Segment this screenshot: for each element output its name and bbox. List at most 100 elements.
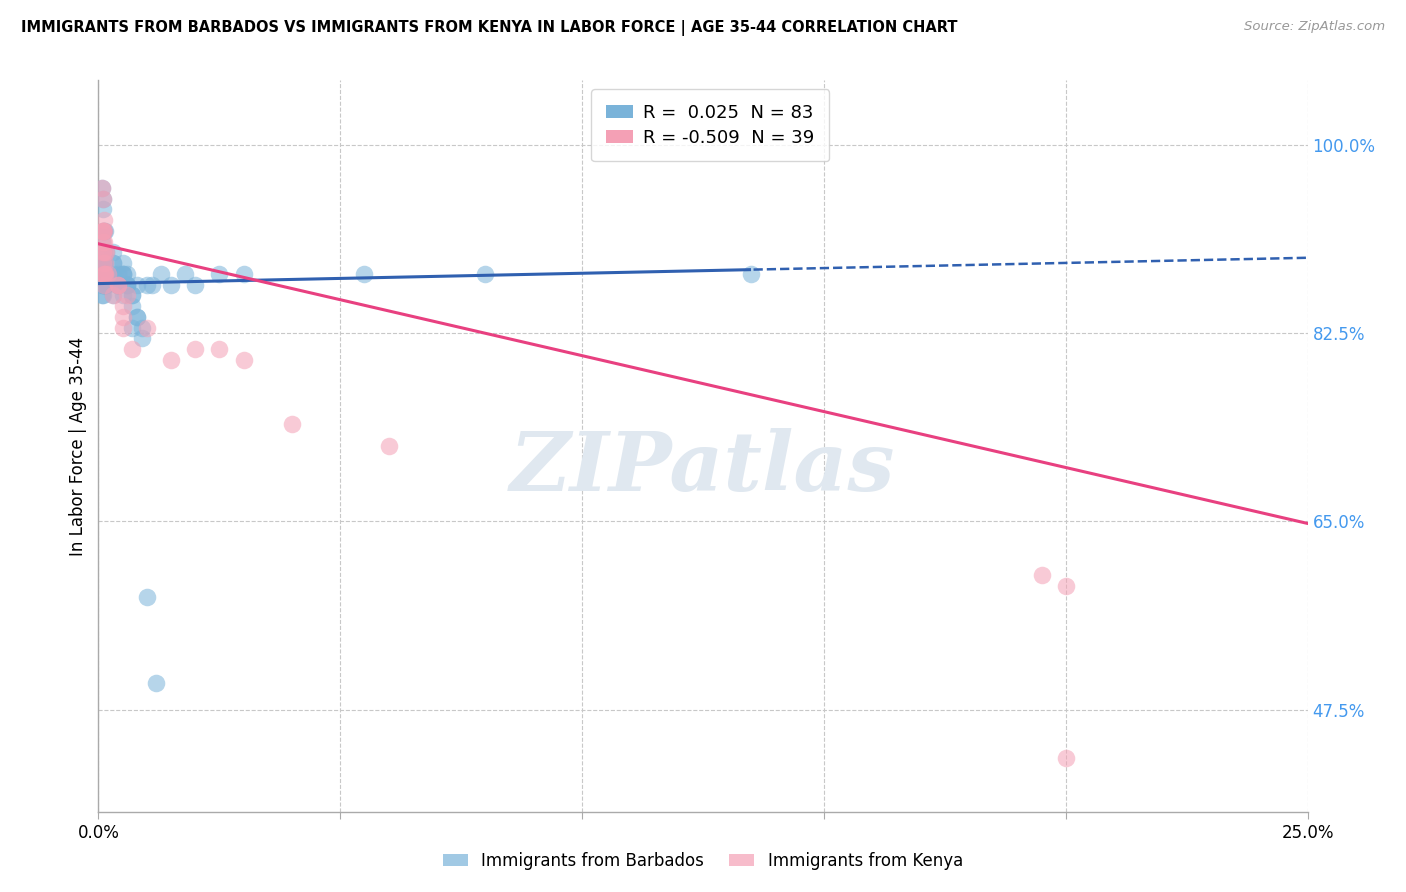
Point xyxy=(93,224,115,238)
Point xyxy=(131,320,153,334)
Point xyxy=(101,288,124,302)
Text: Source: ZipAtlas.com: Source: ZipAtlas.com xyxy=(1244,20,1385,33)
Point xyxy=(94,267,117,281)
Point xyxy=(93,277,115,292)
Point xyxy=(93,277,115,292)
Point xyxy=(145,675,167,690)
Point xyxy=(91,277,114,292)
Point xyxy=(1054,751,1077,765)
Point xyxy=(94,256,117,270)
Point xyxy=(107,277,129,292)
Point xyxy=(91,245,114,260)
Point xyxy=(150,267,173,281)
Point xyxy=(135,590,157,604)
Point xyxy=(93,267,115,281)
Point xyxy=(91,277,114,292)
Point xyxy=(97,267,120,281)
Point xyxy=(93,267,115,281)
Point xyxy=(141,277,163,292)
Point xyxy=(93,213,115,227)
Point xyxy=(93,277,115,292)
Point xyxy=(91,192,114,206)
Point xyxy=(281,417,304,432)
Point xyxy=(107,277,129,292)
Point xyxy=(127,310,149,324)
Point xyxy=(91,288,114,302)
Legend: R =  0.025  N = 83, R = -0.509  N = 39: R = 0.025 N = 83, R = -0.509 N = 39 xyxy=(591,89,830,161)
Point xyxy=(208,342,231,356)
Point xyxy=(93,224,115,238)
Point xyxy=(111,267,134,281)
Point xyxy=(101,267,124,281)
Point xyxy=(353,267,375,281)
Point xyxy=(117,288,139,302)
Point xyxy=(91,224,114,238)
Point xyxy=(93,267,115,281)
Point xyxy=(91,256,114,270)
Point xyxy=(91,202,114,217)
Point xyxy=(135,277,157,292)
Point xyxy=(91,235,114,249)
Point xyxy=(117,277,139,292)
Point xyxy=(91,288,114,302)
Point xyxy=(107,277,129,292)
Point xyxy=(184,277,207,292)
Point xyxy=(93,267,115,281)
Point xyxy=(111,320,134,334)
Point xyxy=(91,181,114,195)
Point xyxy=(94,267,117,281)
Point xyxy=(91,256,114,270)
Point xyxy=(91,224,114,238)
Point xyxy=(91,267,114,281)
Point xyxy=(93,267,115,281)
Point xyxy=(93,256,115,270)
Point xyxy=(94,245,117,260)
Point xyxy=(107,277,129,292)
Point xyxy=(101,256,124,270)
Point xyxy=(232,353,254,368)
Text: IMMIGRANTS FROM BARBADOS VS IMMIGRANTS FROM KENYA IN LABOR FORCE | AGE 35-44 COR: IMMIGRANTS FROM BARBADOS VS IMMIGRANTS F… xyxy=(21,20,957,36)
Point xyxy=(94,245,117,260)
Point xyxy=(91,181,114,195)
Point xyxy=(91,245,114,260)
Point xyxy=(121,320,143,334)
Point xyxy=(474,267,496,281)
Point xyxy=(91,235,114,249)
Point xyxy=(107,277,129,292)
Point xyxy=(208,267,231,281)
Legend: Immigrants from Barbados, Immigrants from Kenya: Immigrants from Barbados, Immigrants fro… xyxy=(436,846,970,877)
Point xyxy=(93,267,115,281)
Point xyxy=(94,267,117,281)
Point xyxy=(91,256,114,270)
Point xyxy=(127,310,149,324)
Point xyxy=(91,224,114,238)
Point xyxy=(107,277,129,292)
Point xyxy=(93,224,115,238)
Point xyxy=(131,331,153,345)
Point xyxy=(94,267,117,281)
Point xyxy=(160,353,183,368)
Point xyxy=(111,310,134,324)
Point xyxy=(93,235,115,249)
Point xyxy=(93,267,115,281)
Text: ZIPatlas: ZIPatlas xyxy=(510,428,896,508)
Point xyxy=(91,245,114,260)
Point xyxy=(96,277,118,292)
Point xyxy=(135,320,157,334)
Point xyxy=(93,267,115,281)
Point xyxy=(91,256,114,270)
Point xyxy=(117,277,139,292)
Point xyxy=(91,192,114,206)
Point xyxy=(174,267,197,281)
Point xyxy=(377,439,399,453)
Point xyxy=(121,342,143,356)
Point xyxy=(111,256,134,270)
Point xyxy=(91,245,114,260)
Point xyxy=(121,299,143,313)
Point xyxy=(1054,579,1077,593)
Point xyxy=(93,267,115,281)
Point xyxy=(111,267,134,281)
Point xyxy=(232,267,254,281)
Point xyxy=(121,288,143,302)
Point xyxy=(740,267,762,281)
